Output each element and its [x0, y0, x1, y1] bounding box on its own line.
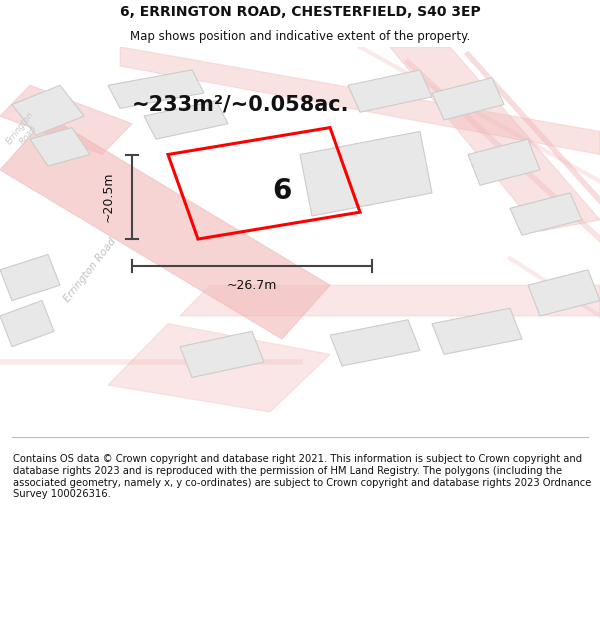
Text: ~233m²/~0.058ac.: ~233m²/~0.058ac. [132, 94, 349, 114]
Polygon shape [180, 285, 600, 316]
Text: 6: 6 [272, 177, 292, 205]
Text: Contains OS data © Crown copyright and database right 2021. This information is : Contains OS data © Crown copyright and d… [13, 454, 592, 499]
Polygon shape [0, 301, 54, 347]
Polygon shape [432, 78, 504, 120]
Text: Errington Road: Errington Road [62, 236, 118, 304]
Polygon shape [300, 131, 432, 216]
Polygon shape [180, 331, 264, 378]
Text: ~20.5m: ~20.5m [101, 171, 115, 222]
Polygon shape [432, 308, 522, 354]
Polygon shape [12, 85, 84, 135]
Polygon shape [108, 324, 330, 412]
Polygon shape [0, 85, 132, 154]
Text: 6, ERRINGTON ROAD, CHESTERFIELD, S40 3EP: 6, ERRINGTON ROAD, CHESTERFIELD, S40 3EP [119, 5, 481, 19]
Polygon shape [510, 193, 582, 235]
Polygon shape [0, 254, 60, 301]
Polygon shape [144, 101, 228, 139]
Polygon shape [30, 127, 90, 166]
Text: ~26.7m: ~26.7m [227, 279, 277, 292]
Polygon shape [330, 320, 420, 366]
Polygon shape [468, 139, 540, 185]
Polygon shape [348, 70, 432, 112]
Polygon shape [528, 270, 600, 316]
Polygon shape [108, 70, 204, 108]
Polygon shape [0, 116, 330, 339]
Polygon shape [120, 47, 600, 154]
Text: Errington
Road: Errington Road [4, 110, 44, 152]
Text: Map shows position and indicative extent of the property.: Map shows position and indicative extent… [130, 30, 470, 43]
Polygon shape [390, 47, 600, 231]
